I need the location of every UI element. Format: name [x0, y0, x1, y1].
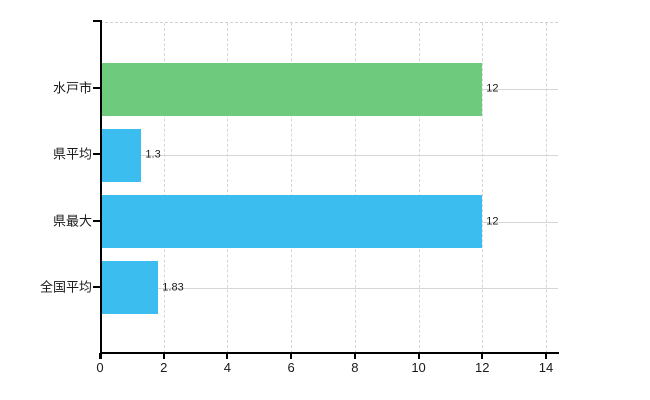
x-axis-tick [162, 353, 165, 359]
vertical-gridline [354, 23, 356, 353]
horizontal-gridline [100, 287, 558, 289]
x-axis-tick-label: 0 [96, 360, 104, 375]
vertical-gridline [227, 23, 229, 353]
x-axis-tick [99, 353, 101, 359]
x-axis-tick [417, 353, 420, 359]
x-axis-tick [226, 353, 229, 359]
x-axis-tick [481, 353, 484, 359]
category-label: 水戸市 [52, 80, 92, 96]
bar-value-label: 12 [486, 82, 499, 95]
y-axis-tick [93, 153, 100, 156]
category-label: 全国平均 [39, 279, 92, 295]
horizontal-gridline [100, 155, 558, 157]
vertical-gridline [418, 23, 420, 353]
bar-県平均 [100, 128, 142, 182]
y-axis-tick [93, 285, 100, 288]
x-axis-tick-label: 8 [351, 360, 359, 375]
y-axis-top-tick [93, 20, 100, 22]
x-axis-tick-label: 2 [160, 360, 168, 375]
y-axis-tick [93, 87, 100, 90]
plot-area: 12 1.3 12 1.83 [100, 22, 558, 353]
x-axis-tick [353, 353, 356, 359]
bar-value-label: 1.3 [145, 148, 161, 161]
x-axis-tick-label: 6 [287, 360, 295, 375]
x-axis-tick-label: 4 [223, 360, 232, 375]
x-axis-tick-label: 12 [475, 360, 490, 375]
y-axis-tick [93, 219, 100, 222]
x-axis-tick-label: 10 [411, 360, 426, 375]
bar-県最大 [100, 195, 483, 249]
y-axis-line [100, 20, 102, 359]
bar-水戸市 [100, 62, 483, 116]
bar-value-label: 12 [486, 215, 499, 228]
x-axis-line [100, 352, 559, 354]
x-axis-tick [290, 353, 293, 359]
category-label: 県最大 [52, 213, 92, 229]
vertical-gridline [546, 23, 547, 353]
x-axis-tick [545, 353, 547, 359]
vertical-gridline [482, 23, 484, 353]
bar-value-label: 1.83 [162, 281, 184, 294]
vertical-gridline [163, 23, 165, 353]
vertical-gridline [291, 23, 293, 353]
category-label: 県平均 [52, 146, 92, 162]
bar-全国平均 [100, 261, 159, 315]
x-axis-tick-label: 14 [538, 360, 554, 375]
